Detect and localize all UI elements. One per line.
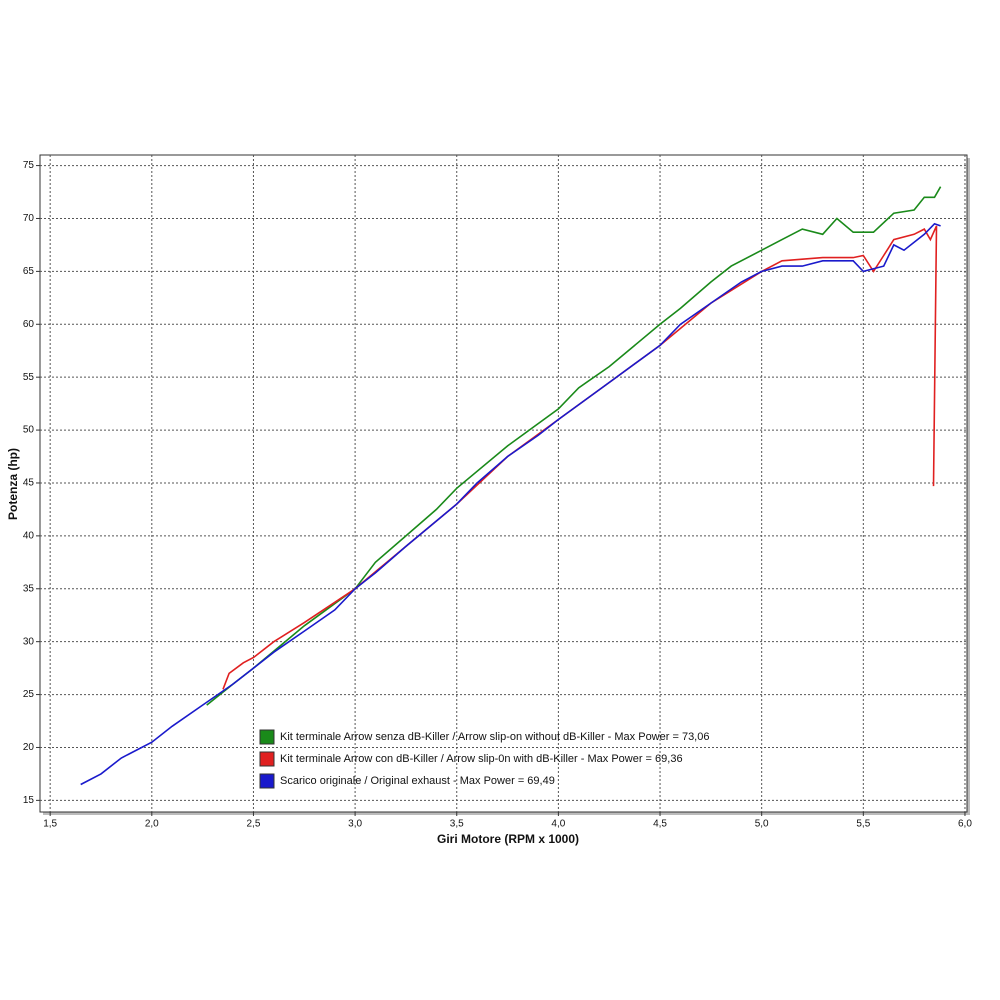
legend-label: Scarico originale / Original exhaust - M…	[280, 775, 555, 787]
x-tick-label: 4,5	[653, 819, 667, 830]
plot-area	[39, 154, 968, 813]
x-tick-label: 4,0	[551, 819, 565, 830]
y-tick-label: 50	[23, 425, 35, 436]
y-tick-label: 15	[23, 795, 35, 806]
legend-swatch	[259, 773, 275, 789]
x-tick-label: 2,0	[145, 819, 159, 830]
y-tick-label: 55	[23, 372, 35, 383]
y-tick-label: 30	[23, 636, 35, 647]
y-tick-label: 60	[23, 319, 35, 330]
y-tick-label: 45	[23, 478, 35, 489]
legend-swatch	[259, 751, 275, 767]
x-tick-label: 6,0	[958, 819, 972, 830]
y-tick-label: 40	[23, 531, 35, 542]
y-tick-label: 65	[23, 266, 35, 277]
series-line	[80, 222, 941, 786]
legend-label: Kit terminale Arrow senza dB-Killer / Ar…	[280, 731, 709, 743]
x-tick-label: 3,5	[450, 819, 464, 830]
x-tick-label: 1,5	[43, 819, 57, 830]
x-tick-label: 3,0	[348, 819, 362, 830]
y-tick-label: 35	[23, 583, 35, 594]
y-tick-label: 25	[23, 689, 35, 700]
legend-swatch	[259, 729, 275, 745]
y-axis-title: Potenza (hp)	[6, 448, 20, 520]
legend-label: Kit terminale Arrow con dB-Killer / Arro…	[280, 753, 683, 765]
series-line	[206, 186, 942, 706]
x-tick-label: 5,0	[755, 819, 769, 830]
y-tick-label: 75	[23, 160, 35, 171]
y-tick-label: 20	[23, 742, 35, 753]
x-tick-label: 2,5	[247, 819, 261, 830]
y-tick-label: 70	[23, 213, 35, 224]
x-tick-label: 5,5	[856, 819, 870, 830]
x-axis-title: Giri Motore (RPM x 1000)	[437, 832, 579, 846]
